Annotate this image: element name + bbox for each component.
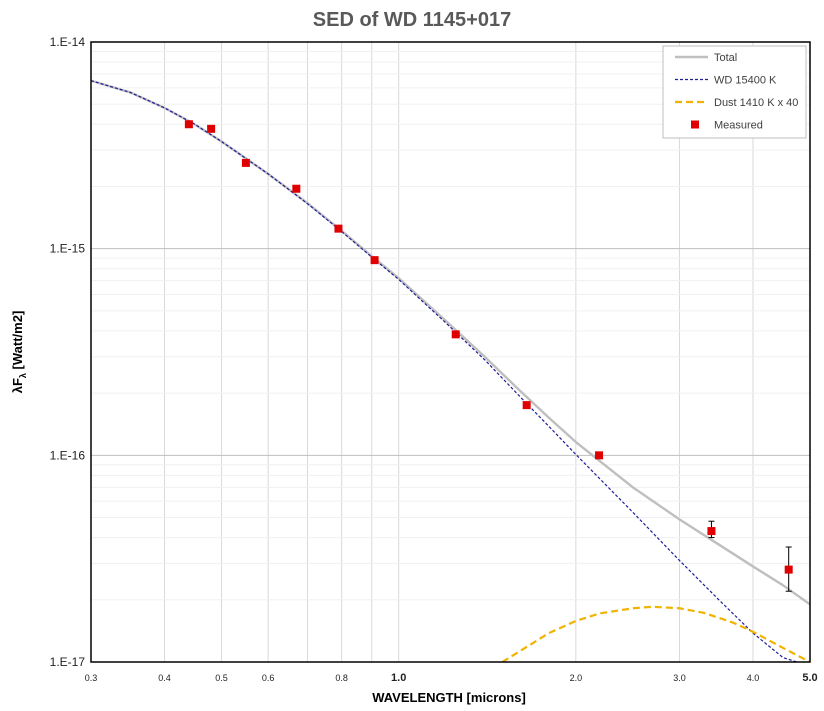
x-axis-label: WAVELENGTH [microns]: [372, 690, 526, 705]
legend-label-dust-1410-k-x-40: Dust 1410 K x 40: [714, 97, 798, 109]
y-axis-label: λFλ [Watt/m2]: [10, 311, 28, 394]
measured-point: [707, 527, 716, 536]
legend: Total WD 15400 K Dust 1410 K x 40 Measured: [662, 45, 807, 139]
x-tick-label: 4.0: [747, 673, 760, 683]
x-tick-label: 0.3: [85, 673, 98, 683]
measured-point: [334, 224, 343, 233]
series-wd-15400-k: [91, 80, 798, 662]
y-tick-label: 1.E-16: [50, 448, 86, 462]
legend-label-measured: Measured: [714, 120, 763, 132]
measured-point: [522, 401, 531, 410]
series-total: [91, 79, 810, 606]
chart-title: SED of WD 1145+017: [313, 9, 511, 31]
measured-point: [370, 256, 379, 265]
x-tick-label: 3.0: [673, 673, 686, 683]
x-tick-label: 0.8: [335, 673, 348, 683]
x-tick-label: 2.0: [570, 673, 583, 683]
x-tick-label: 1.0: [391, 672, 406, 684]
x-tick-label: 0.6: [262, 673, 275, 683]
plot-area-frame: [90, 41, 811, 663]
legend-swatch-measured: [691, 120, 699, 129]
legend-label-total: Total: [714, 52, 737, 64]
measured-point: [595, 451, 604, 460]
measured-point: [207, 124, 216, 133]
y-tick-label: 1.E-17: [50, 655, 86, 669]
measured-point: [184, 120, 193, 129]
y-tick-label: 1.E-15: [50, 242, 86, 256]
series-layer: [91, 79, 810, 662]
tick-labels: 0.3 0.4 0.5 0.6 0.8 1.0 2.0 3.0 4.0 5.0 1.E-14 1.E-…: [50, 35, 818, 684]
x-tick-label: 5.0: [802, 672, 817, 684]
y-axis-label-unit: [Watt/m2]: [10, 311, 25, 373]
y-axis-label-main: λF: [10, 378, 25, 393]
measured-point: [784, 565, 793, 574]
measured-point: [451, 330, 460, 339]
legend-label-wd-15400-k: WD 15400 K: [714, 75, 777, 87]
measured-point: [241, 158, 250, 167]
x-tick-label: 0.5: [215, 673, 228, 683]
y-tick-label: 1.E-14: [50, 35, 86, 49]
measured-point: [292, 184, 301, 193]
y-axis-label-subscript: λ: [18, 373, 28, 378]
x-tick-label: 0.4: [158, 673, 171, 683]
legend-box: [662, 45, 807, 139]
series-dust-1410-k-x-40: [501, 605, 810, 662]
